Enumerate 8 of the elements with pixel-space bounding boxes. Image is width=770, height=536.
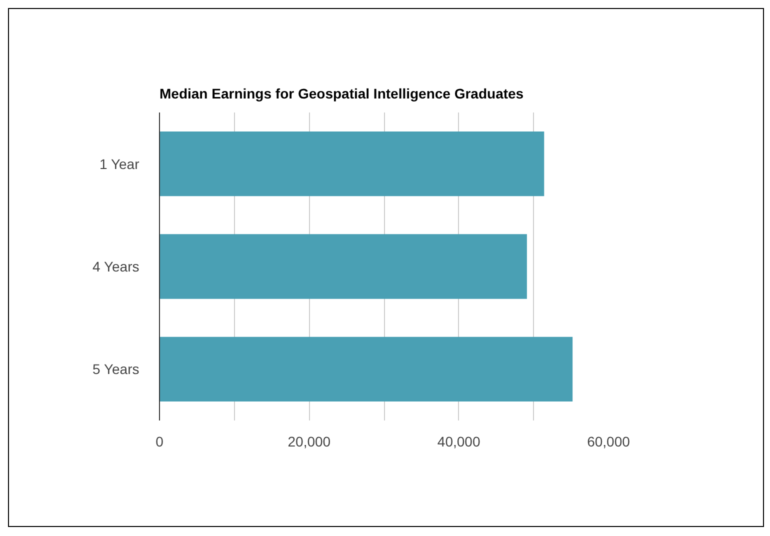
y-tick-label: 1 Year xyxy=(100,156,140,172)
chart-title: Median Earnings for Geospatial Intelligence Graduates xyxy=(160,86,524,102)
x-tick-label: 20,000 xyxy=(288,434,331,450)
y-tick-label: 4 Years xyxy=(92,258,140,274)
x-tick-label: 40,000 xyxy=(437,434,480,450)
x-tick-label: 60,000 xyxy=(587,434,630,450)
y-tick-label: 5 Years xyxy=(92,361,140,378)
x-tick-label: 0 xyxy=(156,434,164,450)
